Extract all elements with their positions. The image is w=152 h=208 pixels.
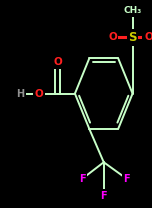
Text: H: H bbox=[16, 89, 24, 99]
Text: O: O bbox=[53, 57, 62, 67]
Text: S: S bbox=[128, 31, 137, 44]
Text: O: O bbox=[144, 32, 152, 42]
Text: F: F bbox=[123, 174, 130, 184]
Text: O: O bbox=[108, 32, 117, 42]
Text: F: F bbox=[79, 174, 85, 184]
Text: F: F bbox=[100, 191, 107, 201]
Text: O: O bbox=[35, 89, 43, 99]
Text: CH₃: CH₃ bbox=[123, 6, 142, 15]
